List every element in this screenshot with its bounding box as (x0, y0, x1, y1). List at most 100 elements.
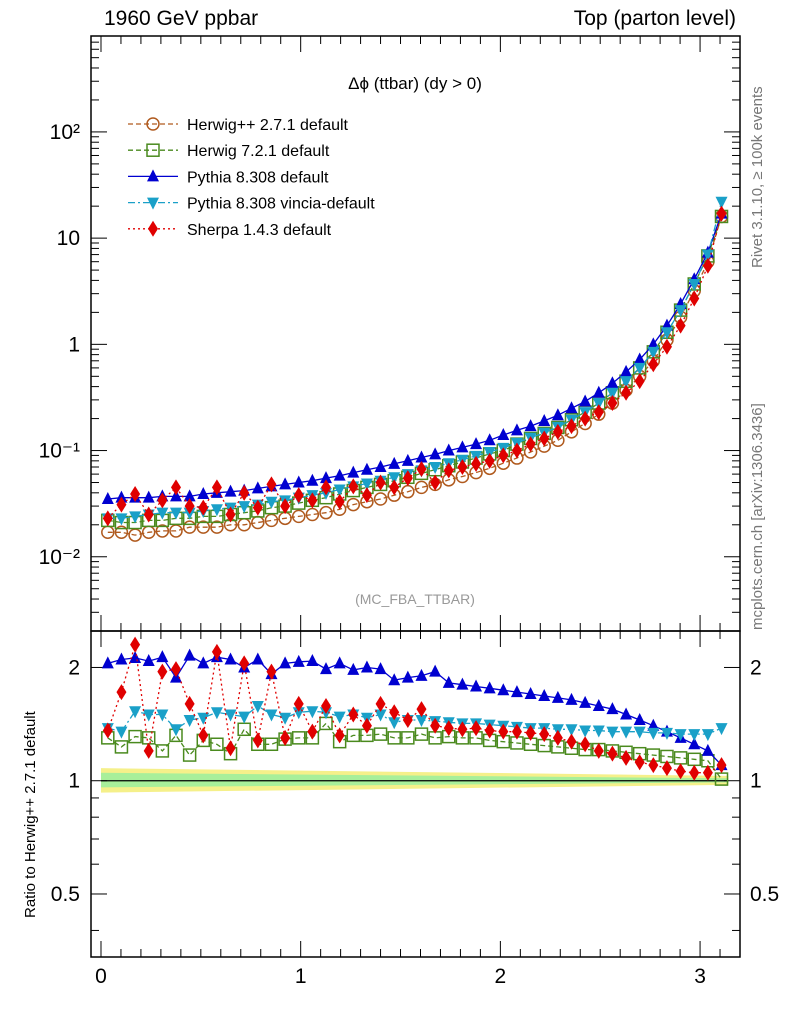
data-point (101, 491, 114, 504)
ratio-point (102, 722, 113, 739)
ratio-point (661, 760, 672, 777)
legend-label: Herwig 7.2.1 default (187, 143, 330, 160)
ratio-point (129, 650, 142, 663)
data-point (648, 356, 659, 373)
ratio-point (497, 683, 510, 696)
ratio-point (647, 718, 660, 731)
y-tick-label: 0.5 (51, 883, 80, 906)
ratio-point (688, 737, 701, 750)
data-point (305, 507, 320, 522)
ratio-point (170, 661, 181, 678)
data-point (457, 459, 468, 476)
upper-ticks: 10⁻² 10⁻¹ 1 10 10² (39, 35, 741, 632)
data-point (634, 373, 645, 390)
ratio-point (291, 731, 306, 745)
ratio-point (265, 709, 278, 722)
data-point (621, 384, 632, 401)
data-point (306, 473, 319, 486)
ratio-point (607, 745, 618, 762)
data-point (210, 504, 223, 517)
data-point (265, 496, 278, 509)
ratio-point (689, 764, 700, 781)
data-point (470, 437, 483, 450)
ratio-point (375, 695, 386, 712)
data-point (211, 479, 222, 496)
data-point (497, 428, 510, 441)
data-point (374, 460, 387, 473)
data-point (416, 461, 427, 478)
ratio-point (416, 701, 427, 718)
data-point (142, 490, 155, 503)
ratio-point (606, 726, 619, 739)
data-point (225, 506, 236, 523)
ratio-point (156, 709, 169, 722)
rivet-version-label: Rivet 3.1.10, ≥ 100k events (749, 86, 766, 268)
ratio-point (115, 652, 128, 665)
data-point (592, 385, 605, 398)
ratio-point (252, 732, 263, 749)
ratio-point (279, 656, 292, 669)
data-point (430, 474, 441, 491)
data-point (566, 418, 577, 435)
data-point (347, 465, 360, 478)
legend-marker (146, 117, 160, 131)
legend-label: Herwig++ 2.7.1 default (187, 117, 349, 134)
data-point (375, 474, 386, 491)
ratio-point (197, 656, 210, 669)
data-point (716, 205, 727, 222)
ratio-point (552, 729, 563, 746)
ratio-point (592, 698, 605, 711)
legend-marker (147, 169, 159, 182)
data-point (293, 487, 304, 504)
data-point (115, 513, 128, 526)
data-point (346, 497, 361, 512)
data-point (184, 498, 195, 515)
data-point (319, 505, 333, 520)
data-point (280, 498, 291, 515)
lower-ticks: 0.5 0.5 1 1 2 2 0 1 2 3 (51, 631, 779, 988)
lower-panel: 0.5 0.5 1 1 2 2 0 1 2 3 (51, 630, 779, 988)
ratio-point (402, 712, 413, 729)
data-point (565, 401, 578, 414)
ratio-point (539, 726, 550, 743)
x-tick-label: 3 (694, 965, 706, 988)
ratio-point (606, 702, 619, 715)
y-tick-label: 1 (68, 770, 80, 793)
data-point (361, 487, 372, 504)
ratio-point (511, 723, 522, 740)
lower-series (101, 636, 729, 786)
data-point (633, 352, 646, 365)
y-tick-label: 1 (68, 333, 80, 356)
data-point (321, 479, 332, 496)
y-tick-label: 10² (50, 121, 80, 144)
data-point (524, 419, 537, 432)
upper-panel: Δϕ (ttbar) (dy > 0) (MC_FBA_TTBAR) 10⁻²1… (39, 35, 741, 632)
data-point (292, 475, 305, 488)
data-point (401, 453, 414, 466)
x-tick-label: 0 (95, 965, 107, 988)
ratio-point (551, 690, 564, 703)
data-point (157, 492, 168, 509)
ratio-point (702, 764, 713, 781)
data-point (484, 452, 495, 469)
data-point (360, 462, 373, 475)
ratio-point (306, 654, 319, 667)
data-point (155, 524, 170, 538)
data-point (510, 423, 523, 436)
data-point (239, 484, 250, 501)
ratio-point (580, 736, 591, 753)
data-point (183, 489, 196, 502)
data-point (660, 327, 673, 340)
data-point (170, 479, 181, 496)
ratio-point (169, 724, 182, 737)
ratio-point (415, 715, 428, 728)
ratio-point (116, 684, 127, 701)
ratio-point (156, 650, 169, 663)
ratio-point (565, 692, 578, 705)
ratio-point (346, 728, 361, 743)
ratio-point (238, 711, 251, 724)
data-point (633, 362, 646, 375)
data-point (266, 476, 277, 493)
data-point (580, 410, 591, 427)
ratio-point (660, 727, 673, 740)
